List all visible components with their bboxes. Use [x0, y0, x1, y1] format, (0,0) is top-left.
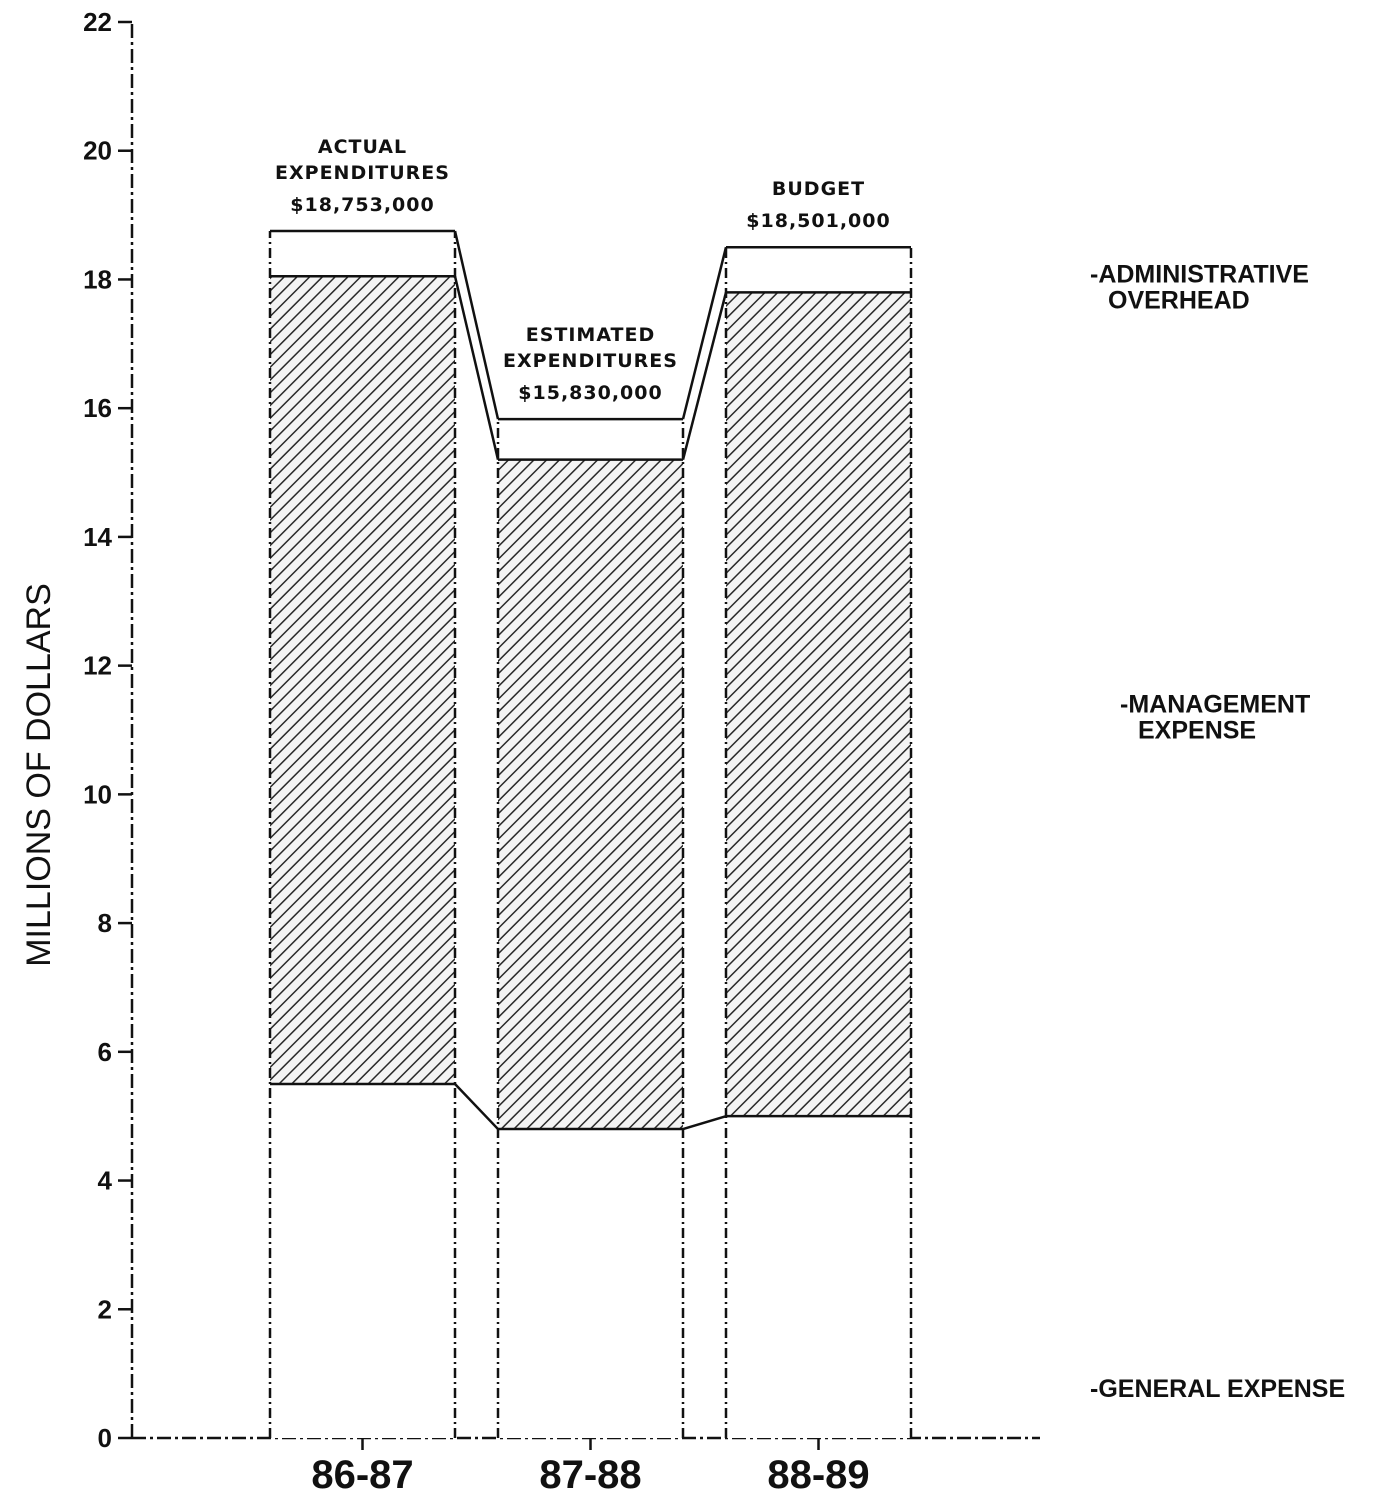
bar-connector-line [453, 275, 500, 460]
bar-connector-line [681, 292, 728, 460]
y-tick-label: 2 [98, 1294, 112, 1324]
y-tick-label: 16 [83, 393, 112, 423]
bar-connector-line [453, 230, 500, 420]
bar-segment [726, 292, 911, 1117]
bar-annotation-text: $18,501,000 [746, 210, 890, 232]
bar-connector-line [454, 1083, 499, 1130]
bars [268, 229, 913, 1438]
y-axis-label: MILLIONS OF DOLLARS [20, 583, 58, 967]
bar-annotation-text: EXPENDITURES [275, 162, 450, 184]
bar-annotation-text: $15,830,000 [518, 382, 662, 404]
y-tick-label: 14 [83, 522, 112, 552]
bar-annotation-text: ESTIMATED [526, 324, 656, 346]
bar-connector-line [682, 1114, 727, 1131]
y-tick-label: 6 [98, 1037, 112, 1067]
x-tick-label: 87-88 [539, 1453, 641, 1494]
y-tick-label: 10 [83, 779, 112, 809]
y-tick-label: 20 [83, 136, 112, 166]
bar-segment [726, 247, 911, 293]
bar-annotation-text: EXPENDITURES [503, 350, 678, 372]
axes: 0 2 4 6 8 10 12 14 16 18 20 22 86-87 87-88 88-89 [83, 7, 1040, 1494]
legend-label: -MANAGEMENT EXPENSE [1120, 690, 1310, 744]
y-tick-label: 0 [98, 1423, 112, 1453]
bar-segment [498, 419, 683, 460]
legend-label: -ADMINISTRATIVE OVERHEAD [1090, 260, 1309, 314]
y-tick-label: 12 [83, 651, 112, 681]
y-tick-label: 22 [83, 7, 112, 37]
y-tick-label: 18 [83, 264, 112, 294]
bar-annotation-text: $18,753,000 [290, 194, 434, 216]
legend: -GENERAL EXPENSE -MANAGEMENT EXPENSE -ADMIN… [1090, 260, 1345, 1403]
x-tick-label: 88-89 [767, 1453, 869, 1494]
bar-annotations: ACTUAL EXPENDITURES $18,753,000 ESTIMATED EX… [275, 136, 890, 404]
bar-annotation-text: ACTUAL [318, 136, 407, 158]
legend-label: -GENERAL EXPENSE [1090, 1375, 1345, 1403]
bar-connector-line [681, 246, 728, 420]
y-tick-label: 8 [98, 908, 112, 938]
bar-annotation-text: BUDGET [772, 178, 865, 200]
bar-segment [726, 1116, 911, 1438]
bar-segment [270, 230, 455, 277]
y-tick-label: 4 [98, 1166, 113, 1196]
bar-segment [498, 459, 683, 1130]
x-tick-label: 86-87 [311, 1453, 413, 1494]
bar-segment [498, 1129, 683, 1438]
bar-segment [270, 276, 455, 1085]
bar-segment [270, 1084, 455, 1438]
